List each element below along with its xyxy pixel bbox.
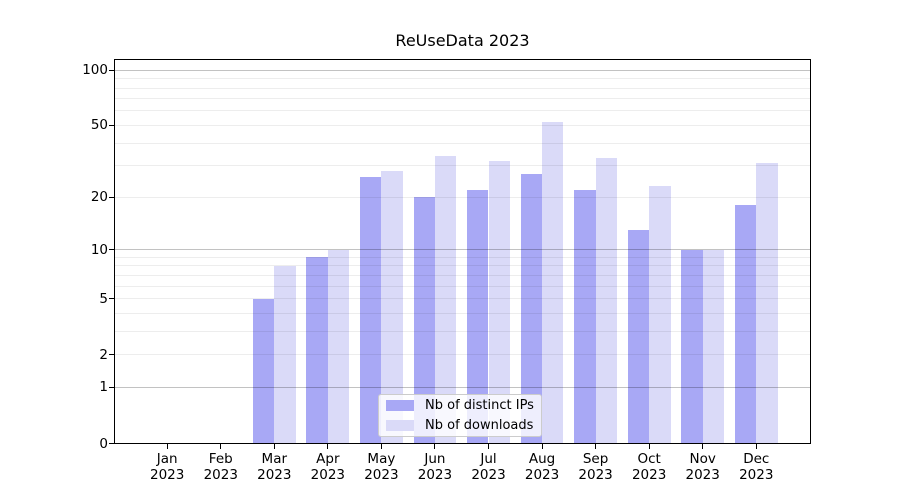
x-tick-oct-2023 <box>648 444 650 449</box>
y-tick-1 <box>109 386 114 388</box>
bar-nb-of-distinct-ips-apr-2023 <box>306 257 328 444</box>
bar-nb-of-downloads-aug-2023 <box>542 122 564 444</box>
gridline-minor-6 <box>115 285 810 287</box>
y-tick-label-50: 50 <box>90 117 108 134</box>
y-tick-50 <box>109 124 114 126</box>
y-tick-label-5: 5 <box>99 290 108 307</box>
x-tick-label-mar-2023: Mar 2023 <box>257 451 292 483</box>
bar-nb-of-downloads-nov-2023 <box>702 249 725 444</box>
y-tick-label-10: 10 <box>90 241 108 258</box>
legend-entry-downloads: Nb of downloads <box>386 417 541 435</box>
y-tick-100 <box>109 69 114 71</box>
x-tick-label-feb-2023: Feb 2023 <box>203 451 238 483</box>
legend-label-distinct-ips: Nb of distinct IPs <box>425 398 534 413</box>
y-tick-label-1: 1 <box>99 379 108 396</box>
bar-nb-of-downloads-dec-2023 <box>756 163 778 444</box>
y-tick-5 <box>109 298 114 300</box>
x-tick-dec-2023 <box>755 444 757 449</box>
chart-title: ReUseData 2023 <box>395 31 530 50</box>
legend-label-downloads: Nb of downloads <box>425 418 534 433</box>
gridline-minor-9 <box>115 256 810 258</box>
x-tick-label-dec-2023: Dec 2023 <box>739 451 774 483</box>
gridline-major-100 <box>115 69 810 71</box>
gridline-minor-4 <box>115 312 810 314</box>
x-tick-label-sep-2023: Sep 2023 <box>578 451 613 483</box>
y-tick-label-2: 2 <box>99 346 108 363</box>
gridline-minor-70 <box>115 98 810 100</box>
bar-nb-of-distinct-ips-dec-2023 <box>734 205 757 444</box>
x-tick-label-jul-2023: Jul 2023 <box>471 451 506 483</box>
gridline-minor-20 <box>115 196 810 198</box>
x-tick-label-jun-2023: Jun 2023 <box>417 451 453 483</box>
bar-nb-of-downloads-jul-2023 <box>488 160 510 444</box>
x-tick-sep-2023 <box>595 444 597 449</box>
bar-nb-of-distinct-ips-jul-2023 <box>467 189 489 444</box>
legend-swatch-distinct-ips <box>386 400 414 411</box>
bar-nb-of-downloads-may-2023 <box>381 171 403 444</box>
y-tick-0 <box>109 443 114 444</box>
x-tick-mar-2023 <box>273 444 275 449</box>
gridline-minor-2 <box>115 354 810 356</box>
x-tick-label-nov-2023: Nov 2023 <box>685 451 720 483</box>
bar-nb-of-downloads-apr-2023 <box>327 249 350 444</box>
y-tick-label-20: 20 <box>90 189 108 206</box>
x-tick-jan-2023 <box>166 444 168 449</box>
y-tick-20 <box>109 196 114 198</box>
bar-nb-of-distinct-ips-mar-2023 <box>252 298 275 444</box>
gridline-minor-7 <box>115 274 810 276</box>
x-tick-apr-2023 <box>327 444 329 449</box>
bar-nb-of-downloads-oct-2023 <box>649 186 671 444</box>
gridline-minor-80 <box>115 87 810 89</box>
y-tick-label-100: 100 <box>82 62 108 79</box>
x-tick-jul-2023 <box>488 444 489 449</box>
x-tick-label-aug-2023: Aug 2023 <box>524 451 560 483</box>
bar-nb-of-distinct-ips-jun-2023 <box>413 197 435 444</box>
gridline-minor-90 <box>115 78 810 80</box>
gridline-minor-3 <box>115 330 810 332</box>
legend: Nb of distinct IPs Nb of downloads <box>378 394 542 437</box>
gridline-minor-30 <box>115 165 810 167</box>
legend-entry-distinct-ips: Nb of distinct IPs <box>386 397 541 415</box>
x-tick-may-2023 <box>380 444 382 449</box>
legend-swatch-downloads <box>386 420 414 431</box>
bar-nb-of-downloads-sep-2023 <box>595 158 617 444</box>
gridline-minor-8 <box>115 265 810 267</box>
bar-nb-of-distinct-ips-may-2023 <box>360 176 382 444</box>
x-tick-label-oct-2023: Oct 2023 <box>631 451 667 483</box>
plot-border <box>114 59 811 444</box>
x-tick-feb-2023 <box>220 444 222 449</box>
x-tick-label-apr-2023: Apr 2023 <box>310 451 346 483</box>
bar-nb-of-downloads-mar-2023 <box>274 265 296 444</box>
y-tick-2 <box>109 354 114 356</box>
bar-nb-of-distinct-ips-sep-2023 <box>574 189 596 444</box>
x-tick-label-may-2023: May 2023 <box>364 451 399 483</box>
bar-nb-of-distinct-ips-oct-2023 <box>627 230 650 444</box>
gridline-minor-60 <box>115 110 810 112</box>
y-tick-10 <box>109 249 114 251</box>
gridline-minor-40 <box>115 142 810 144</box>
bar-nb-of-distinct-ips-nov-2023 <box>681 249 703 444</box>
bar-nb-of-distinct-ips-aug-2023 <box>520 173 543 444</box>
gridline-minor-50 <box>115 124 810 126</box>
y-tick-label-0: 0 <box>99 435 108 452</box>
x-tick-nov-2023 <box>702 444 704 449</box>
gridline-minor-5 <box>115 298 810 300</box>
x-tick-label-jan-2023: Jan 2023 <box>150 451 185 483</box>
bar-nb-of-downloads-jun-2023 <box>434 155 457 444</box>
gridline-major-10 <box>115 249 810 251</box>
x-tick-aug-2023 <box>541 444 543 449</box>
gridline-major-1 <box>115 386 810 388</box>
x-tick-jun-2023 <box>434 444 436 449</box>
